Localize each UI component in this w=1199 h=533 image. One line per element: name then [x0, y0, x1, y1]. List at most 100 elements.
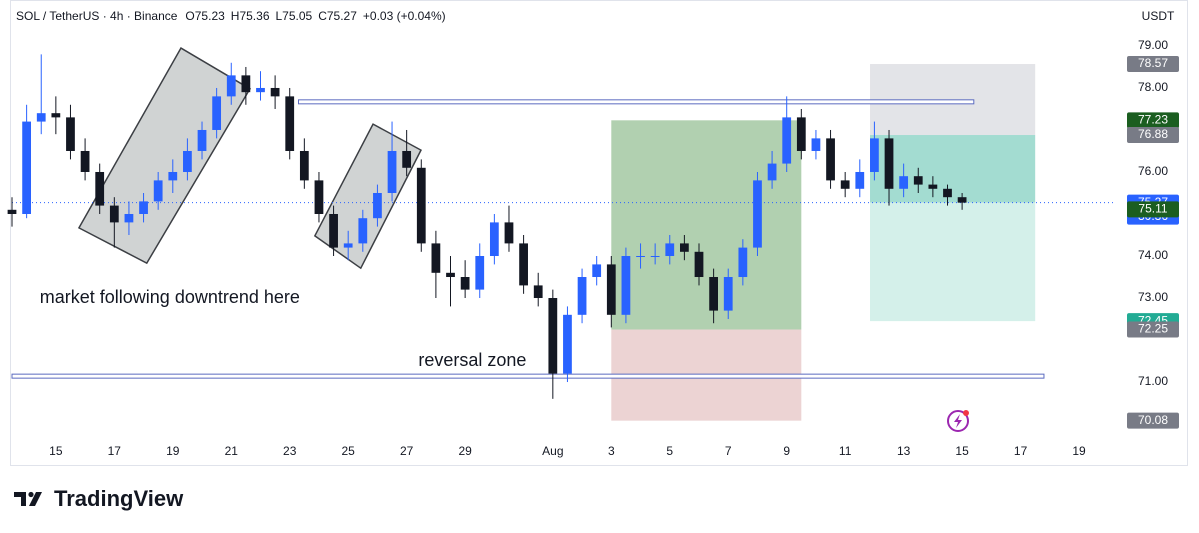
candle-body [913, 176, 923, 185]
candle-body [811, 138, 821, 151]
annotation: reversal zone [418, 350, 526, 370]
candle-body [387, 150, 397, 193]
candle-body [519, 243, 528, 286]
ohlc-value: O75.23 [185, 9, 225, 23]
x-tick-label: 5 [666, 444, 673, 458]
candle-body [95, 171, 105, 206]
candle-body [22, 121, 32, 214]
price-badge [1127, 56, 1179, 73]
price-badge-label: 70.08 [1138, 413, 1168, 427]
candle-body [197, 129, 207, 151]
candle-body [153, 180, 163, 202]
candle-body [66, 117, 75, 151]
x-tick-label: 11 [839, 444, 852, 458]
candle-body [723, 277, 733, 311]
candle-body [738, 247, 748, 278]
candle-body [51, 113, 61, 118]
logo-mark [14, 492, 26, 506]
candle-body [139, 201, 148, 214]
brand-name: TradingView [54, 486, 184, 511]
x-tick-label: 19 [166, 444, 180, 458]
candle-body [270, 87, 280, 97]
x-tick-label: 13 [897, 444, 911, 458]
candle-body [533, 285, 543, 299]
candle-body [343, 243, 353, 248]
candle-body [957, 197, 967, 203]
candle-body [460, 277, 470, 290]
y-tick-label: 76.00 [1138, 164, 1168, 178]
x-tick-label: 17 [1014, 444, 1028, 458]
price-badge-label: 77.23 [1138, 112, 1168, 126]
y-tick-label: 78.00 [1138, 80, 1168, 94]
x-tick-label: 29 [458, 444, 472, 458]
candle-body [694, 251, 704, 278]
plot-area: market following downtrend here reversal … [7, 47, 1115, 421]
candle-body [285, 96, 295, 151]
candle-body [416, 167, 426, 244]
candle-body [168, 171, 178, 181]
candle-body [899, 176, 909, 189]
x-tick-label: 3 [608, 444, 615, 458]
x-tick-label: 15 [49, 444, 63, 458]
long-target-zone [611, 120, 802, 330]
candle-body [314, 180, 324, 214]
candle-body [7, 209, 17, 214]
candle-body [124, 213, 134, 223]
candle-body [870, 138, 879, 172]
candle-body [183, 150, 192, 172]
candle-body [431, 243, 441, 273]
candle-body [256, 87, 265, 93]
candle-body [679, 243, 689, 252]
price-badge [1127, 201, 1179, 218]
y-tick-label: 73.00 [1138, 290, 1168, 304]
candle-body [767, 163, 777, 181]
candle-body [548, 298, 558, 374]
ohlc-value: +0.03 (+0.04%) [363, 9, 446, 23]
x-tick-label: 27 [400, 444, 414, 458]
horizontal-level [11, 373, 1045, 379]
x-tick-label: 17 [108, 444, 122, 458]
logo-mark [28, 491, 34, 498]
candle-body [36, 113, 46, 122]
candle-body [80, 150, 90, 172]
price-badge-label: 76.88 [1138, 127, 1168, 141]
ohlc-value: L75.05 [276, 9, 313, 23]
x-tick-label: 21 [225, 444, 239, 458]
price-badge [1127, 127, 1179, 144]
candle-body [226, 75, 236, 97]
price-badge-label: 78.57 [1138, 56, 1168, 70]
candle-body [709, 277, 719, 311]
candle-body [563, 314, 572, 374]
short-target-zone [870, 202, 1036, 322]
candle-body [358, 218, 368, 244]
logo-mark [29, 492, 42, 506]
icon-bolt [954, 414, 962, 428]
candle-body [489, 222, 499, 257]
x-tick-label: Aug [542, 444, 563, 458]
candle-body [928, 184, 938, 189]
y-tick-label: 71.00 [1138, 374, 1168, 388]
x-tick-label: 25 [342, 444, 356, 458]
annotation: market following downtrend here [40, 287, 300, 307]
x-tick-label: 19 [1072, 444, 1086, 458]
price-badge [1127, 321, 1179, 338]
y-tick-label: 79.00 [1138, 38, 1168, 52]
ohlc-value: H75.36 [231, 9, 270, 23]
price-badge [1127, 412, 1179, 429]
price-badge-label: 72.25 [1138, 322, 1168, 336]
candle-body [826, 138, 835, 181]
candle-body [504, 222, 514, 244]
candle-body [782, 117, 792, 164]
candle-body [606, 264, 616, 315]
candle-body [943, 188, 952, 198]
price-badge [1127, 112, 1179, 129]
candle-body [577, 277, 587, 315]
x-tick-label: 23 [283, 444, 297, 458]
x-tick-label: 9 [783, 444, 790, 458]
candle-body [402, 150, 412, 168]
currency: USDT [1142, 9, 1175, 23]
alert-icon [947, 410, 969, 432]
candle-body [475, 256, 485, 290]
candle-body [650, 256, 660, 258]
